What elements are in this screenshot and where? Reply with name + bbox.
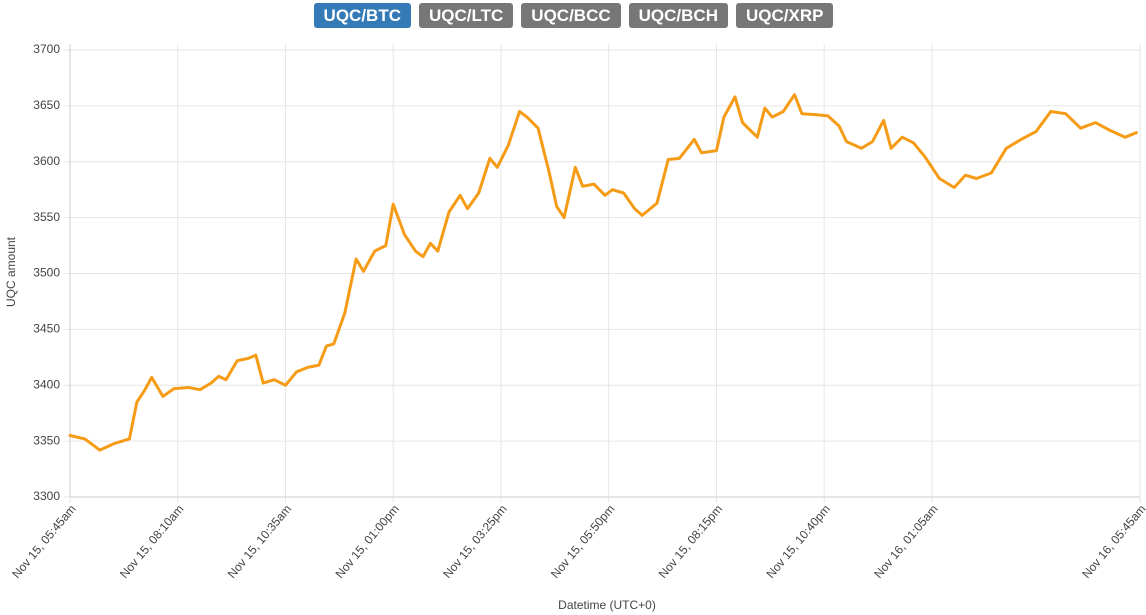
- x-tick-label: Nov 15, 05:50pm: [548, 502, 617, 581]
- pair-button[interactable]: UQC/BCH: [628, 3, 728, 28]
- x-tick-label: Nov 15, 10:35am: [225, 502, 294, 581]
- price-line: [68, 93, 1138, 452]
- y-tick-label: 3650: [33, 98, 60, 112]
- pair-button[interactable]: UQC/BTC: [313, 3, 411, 28]
- pair-button[interactable]: UQC/XRP: [735, 3, 834, 28]
- x-tick-label: Nov 15, 03:25pm: [440, 502, 509, 581]
- x-tick-label: Nov 15, 05:45am: [9, 502, 78, 581]
- pair-button[interactable]: UQC/BCC: [521, 3, 621, 28]
- y-tick-label: 3350: [33, 433, 60, 447]
- x-tick-label: Nov 15, 08:15pm: [656, 502, 725, 581]
- y-tick-label: 3300: [33, 489, 60, 503]
- x-tick-label: Nov 15, 01:00pm: [332, 502, 401, 581]
- y-tick-label: 3550: [33, 210, 60, 224]
- x-tick-label: Nov 15, 08:10am: [117, 502, 186, 581]
- y-axis-label: UQC amount: [4, 236, 18, 307]
- x-axis-label: Datetime (UTC+0): [558, 598, 656, 612]
- x-tick-label: Nov 16, 01:05am: [871, 502, 940, 581]
- x-tick-label: Nov 16, 05:45am: [1079, 502, 1146, 581]
- y-tick-label: 3500: [33, 266, 60, 280]
- x-tick-label: Nov 15, 10:40pm: [763, 502, 832, 581]
- pair-buttons: UQC/BTC UQC/LTC UQC/BCC UQC/BCH UQC/XRP: [0, 3, 1146, 28]
- y-tick-label: 3450: [33, 322, 60, 336]
- y-tick-label: 3700: [33, 42, 60, 56]
- pair-button[interactable]: UQC/LTC: [419, 3, 514, 28]
- y-tick-label: 3400: [33, 377, 60, 391]
- y-tick-label: 3600: [33, 154, 60, 168]
